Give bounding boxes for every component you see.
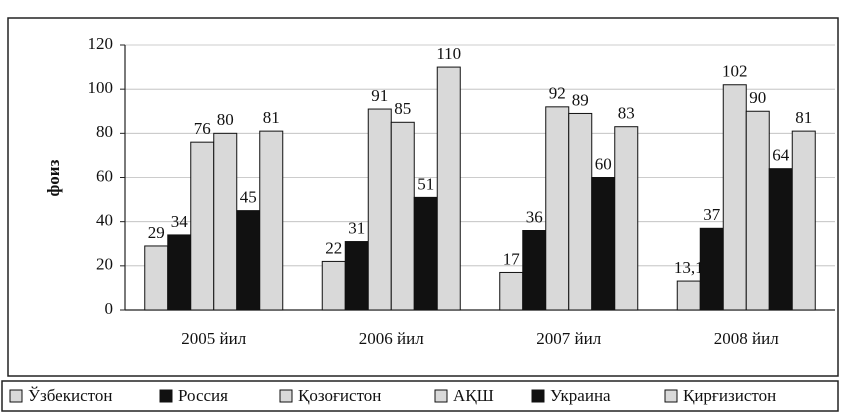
bar: [499, 271, 524, 311]
bar: [259, 130, 284, 311]
y-tick-label: 0: [105, 299, 114, 318]
y-axis-label: фоиз: [44, 159, 63, 196]
x-tick-label: 2005 йил: [181, 329, 246, 348]
y-tick-label: 120: [88, 34, 114, 53]
x-tick-label: 2008 йил: [714, 329, 779, 348]
bar: [745, 110, 770, 311]
data-label: 80: [217, 110, 234, 129]
data-label: 81: [263, 108, 280, 127]
y-tick-label: 40: [96, 211, 113, 230]
data-label: 17: [503, 249, 521, 268]
bar: [213, 132, 238, 311]
bar: [390, 121, 415, 311]
data-label: 37: [703, 205, 721, 224]
y-tick-label: 80: [96, 122, 113, 141]
bar: [591, 177, 616, 311]
data-label: 45: [240, 188, 257, 207]
legend-swatch: [434, 389, 448, 403]
data-label: 13,1: [674, 258, 704, 277]
legend-frame: [1, 380, 839, 412]
data-label: 34: [171, 212, 189, 231]
bar: [344, 241, 369, 311]
y-tick-label: 100: [88, 78, 114, 97]
legend-label: Украина: [550, 386, 611, 405]
bar: [413, 196, 438, 311]
data-label: 29: [148, 223, 165, 242]
data-label: 60: [595, 154, 612, 173]
bar: [367, 108, 392, 311]
bar: [236, 210, 261, 311]
x-tick-label: 2006 йил: [359, 329, 424, 348]
bar: [568, 112, 593, 311]
bar: [791, 130, 816, 311]
data-label: 64: [772, 146, 790, 165]
data-label: 51: [417, 174, 434, 193]
legend-label: Қозоғистон: [298, 386, 381, 405]
bar: [768, 168, 793, 311]
bar: [614, 126, 639, 311]
data-label: 91: [371, 86, 388, 105]
data-label: 81: [795, 108, 812, 127]
y-tick-label: 60: [96, 166, 113, 185]
legend-label: АҚШ: [453, 386, 494, 405]
y-tick-label: 20: [96, 255, 113, 274]
bar: [167, 234, 192, 311]
bar: [545, 106, 570, 311]
bar: [144, 245, 169, 311]
legend-swatch: [279, 389, 293, 403]
bar: [699, 227, 724, 311]
bar: [522, 230, 547, 311]
legend-swatch: [9, 389, 23, 403]
data-label: 92: [549, 84, 566, 103]
bar: [436, 66, 461, 311]
data-label: 22: [325, 238, 342, 257]
bar: [321, 260, 346, 311]
legend-swatch: [159, 389, 173, 403]
x-tick-label: 2007 йил: [536, 329, 601, 348]
bar: [722, 84, 747, 311]
data-label: 85: [394, 99, 411, 118]
legend-swatch: [531, 389, 545, 403]
bar: [676, 280, 701, 311]
data-label: 110: [436, 44, 461, 63]
legend-label: Россия: [178, 386, 228, 405]
legend-swatch: [664, 389, 678, 403]
legend-label: Ўзбекистон: [28, 386, 112, 405]
chart-frame: [7, 17, 839, 377]
data-label: 83: [618, 104, 635, 123]
data-label: 76: [194, 119, 211, 138]
legend-label: Қирғизистон: [683, 386, 776, 405]
data-label: 36: [526, 207, 543, 226]
data-label: 90: [749, 88, 766, 107]
bar: [190, 141, 215, 311]
data-label: 31: [348, 218, 365, 237]
data-label: 102: [722, 62, 748, 81]
data-label: 89: [572, 90, 589, 109]
